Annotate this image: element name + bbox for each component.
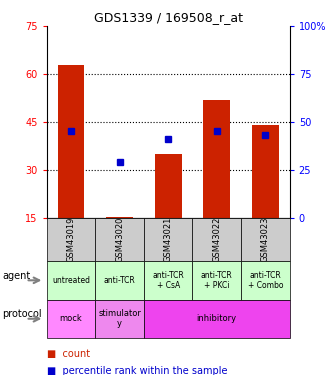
Bar [47,261,95,300]
Bar [155,154,181,218]
Title: GDS1339 / 169508_r_at: GDS1339 / 169508_r_at [94,11,243,24]
Bar [252,125,279,218]
Text: GSM43021: GSM43021 [164,216,173,262]
Bar [58,64,84,218]
Text: anti-TCR
+ CsA: anti-TCR + CsA [152,271,184,290]
Bar [95,261,144,300]
Bar [192,261,241,300]
Bar [192,217,241,261]
Bar [47,217,95,261]
Bar [95,217,144,261]
Text: GSM43023: GSM43023 [261,216,270,262]
Text: protocol: protocol [2,309,42,319]
Text: anti-TCR: anti-TCR [104,276,136,285]
Text: ■  count: ■ count [47,350,90,359]
Bar [106,216,133,217]
Text: GSM43019: GSM43019 [66,216,76,262]
Text: GSM43022: GSM43022 [212,216,221,262]
Bar [203,100,230,218]
Bar [95,300,144,338]
Text: anti-TCR
+ Combo: anti-TCR + Combo [248,271,283,290]
Bar [144,300,290,338]
Bar [241,261,290,300]
Bar [144,261,192,300]
Text: ■  percentile rank within the sample: ■ percentile rank within the sample [47,366,227,375]
Text: stimulator
y: stimulator y [98,309,141,328]
Text: GSM43020: GSM43020 [115,216,124,262]
Text: anti-TCR
+ PKCi: anti-TCR + PKCi [201,271,233,290]
Bar [144,217,192,261]
Text: agent: agent [2,271,31,280]
Text: untreated: untreated [52,276,90,285]
Text: mock: mock [60,314,82,323]
Bar [241,217,290,261]
Text: inhibitory: inhibitory [197,314,237,323]
Bar [47,300,95,338]
